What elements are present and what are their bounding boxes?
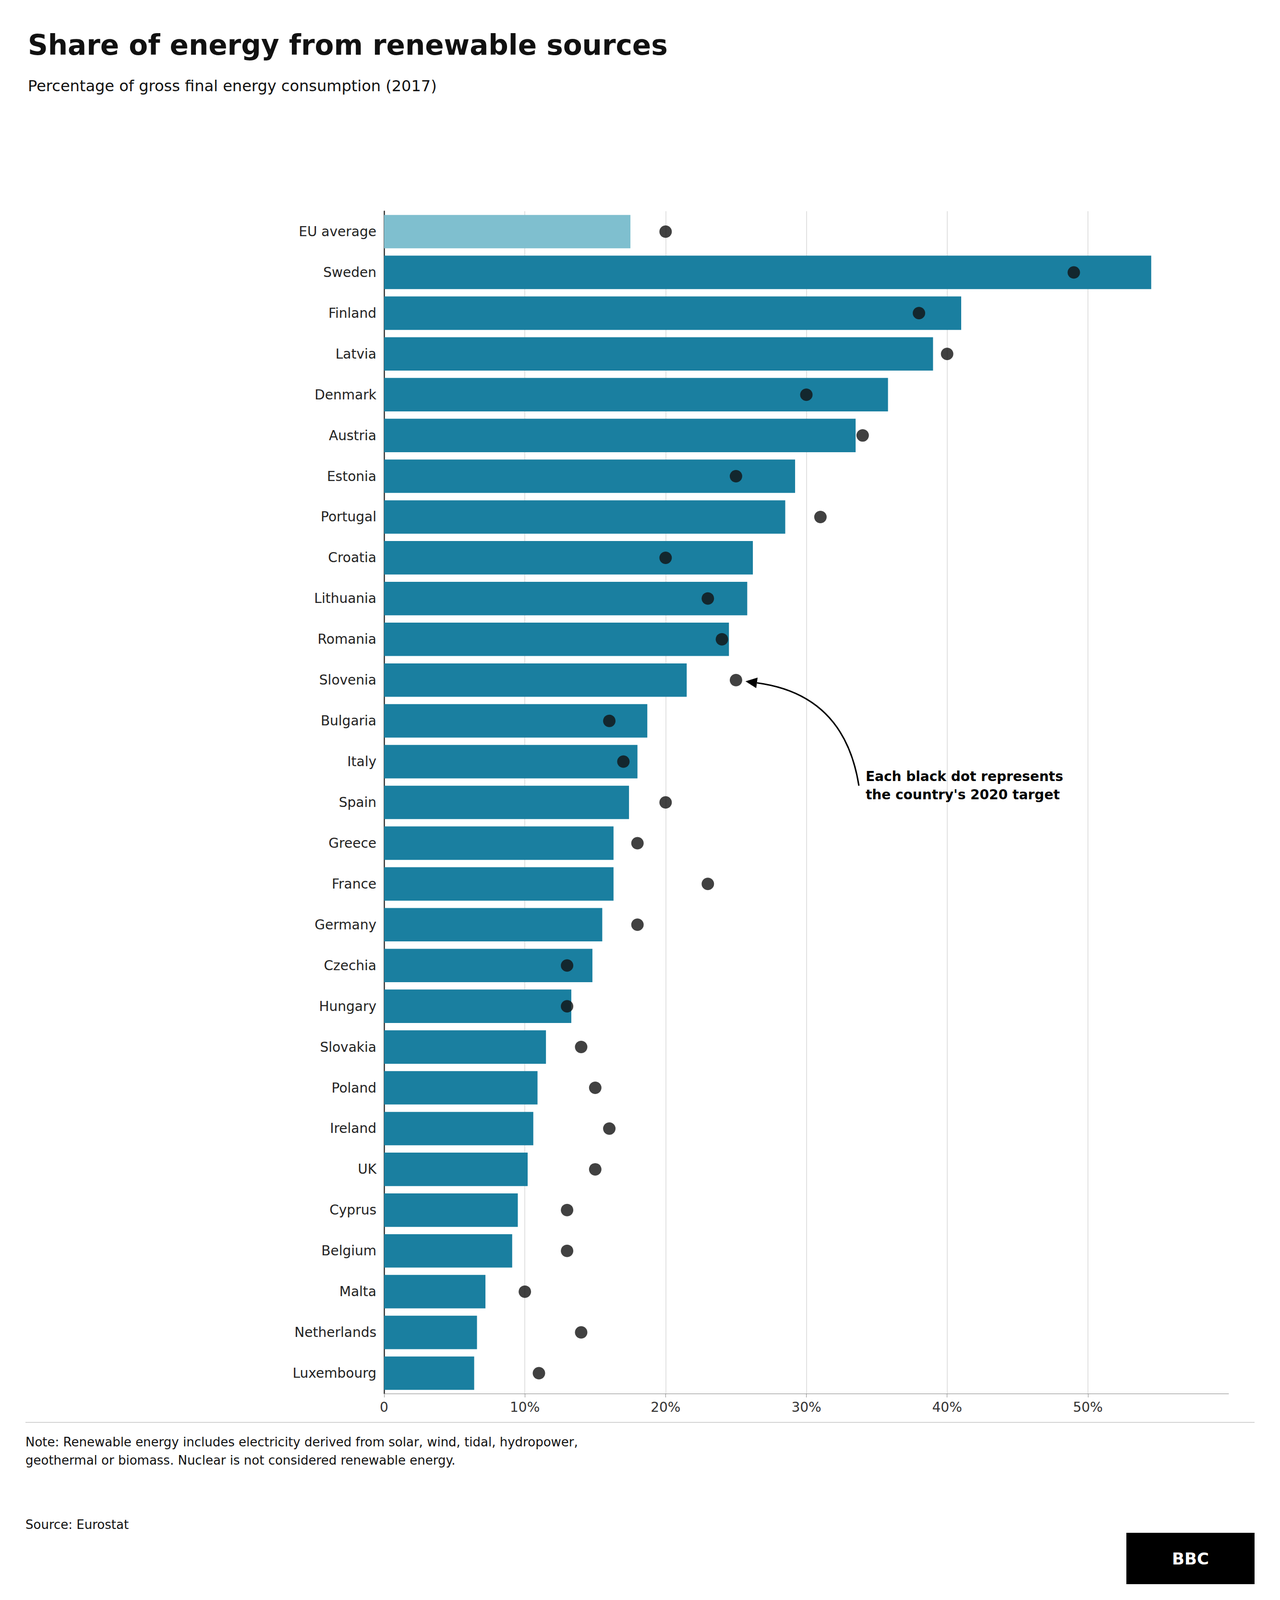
svg-text:0: 0 bbox=[379, 1399, 389, 1416]
svg-text:Spain: Spain bbox=[338, 794, 377, 811]
svg-text:UK: UK bbox=[357, 1161, 377, 1178]
svg-text:Slovakia: Slovakia bbox=[319, 1039, 377, 1056]
svg-text:Note: Renewable energy include: Note: Renewable energy includes electric… bbox=[25, 1435, 579, 1450]
svg-text:40%: 40% bbox=[932, 1399, 963, 1416]
svg-text:BBC: BBC bbox=[1171, 1549, 1209, 1569]
svg-text:10%: 10% bbox=[509, 1399, 540, 1416]
svg-text:Estonia: Estonia bbox=[326, 468, 377, 485]
svg-text:Greece: Greece bbox=[328, 835, 377, 852]
svg-text:Luxembourg: Luxembourg bbox=[292, 1365, 377, 1382]
svg-text:Croatia: Croatia bbox=[327, 549, 377, 566]
svg-text:Sweden: Sweden bbox=[323, 264, 377, 281]
svg-text:50%: 50% bbox=[1073, 1399, 1103, 1416]
svg-text:Slovenia: Slovenia bbox=[319, 672, 377, 689]
svg-text:Czechia: Czechia bbox=[323, 957, 377, 974]
svg-text:Austria: Austria bbox=[328, 427, 377, 444]
svg-text:France: France bbox=[331, 876, 377, 893]
svg-text:Germany: Germany bbox=[314, 917, 377, 933]
svg-text:30%: 30% bbox=[791, 1399, 822, 1416]
svg-text:Poland: Poland bbox=[331, 1080, 377, 1097]
svg-text:Bulgaria: Bulgaria bbox=[320, 712, 377, 729]
svg-text:Malta: Malta bbox=[339, 1283, 377, 1300]
svg-text:Share of energy from renewable: Share of energy from renewable sources bbox=[27, 28, 668, 62]
svg-text:the country's 2020 target: the country's 2020 target bbox=[865, 786, 1060, 803]
svg-text:Belgium: Belgium bbox=[321, 1243, 377, 1259]
svg-text:Lithuania: Lithuania bbox=[313, 590, 377, 607]
svg-text:Ireland: Ireland bbox=[329, 1120, 377, 1137]
svg-text:Romania: Romania bbox=[317, 631, 377, 648]
svg-text:Finland: Finland bbox=[328, 305, 377, 322]
svg-text:geothermal or biomass. Nuclear: geothermal or biomass. Nuclear is not co… bbox=[25, 1453, 456, 1468]
svg-text:Percentage of gross final ener: Percentage of gross final energy consump… bbox=[27, 76, 437, 96]
svg-text:Netherlands: Netherlands bbox=[294, 1324, 377, 1341]
svg-text:Source: Eurostat: Source: Eurostat bbox=[25, 1517, 129, 1533]
svg-text:Hungary: Hungary bbox=[318, 998, 377, 1015]
svg-text:20%: 20% bbox=[650, 1399, 681, 1416]
svg-text:Cyprus: Cyprus bbox=[329, 1202, 377, 1219]
svg-text:Portugal: Portugal bbox=[320, 508, 377, 525]
svg-text:Latvia: Latvia bbox=[335, 346, 377, 363]
svg-text:Each black dot represents: Each black dot represents bbox=[865, 768, 1063, 785]
svg-text:Denmark: Denmark bbox=[314, 386, 377, 403]
svg-text:EU average: EU average bbox=[298, 223, 377, 240]
svg-text:Italy: Italy bbox=[347, 753, 377, 770]
